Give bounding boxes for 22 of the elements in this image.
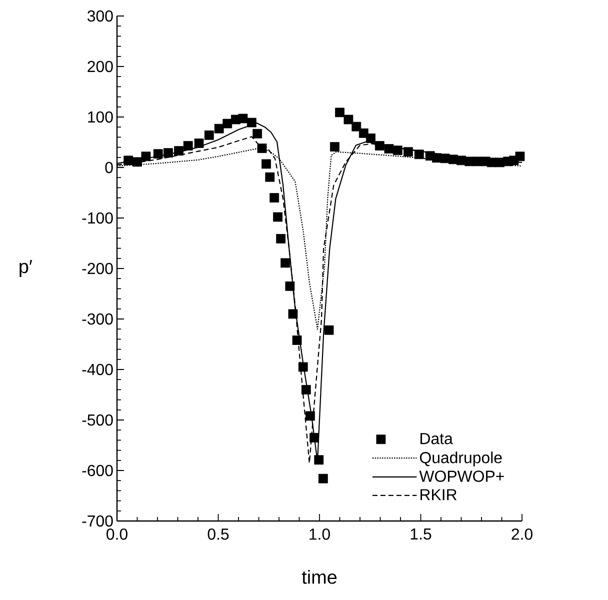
y-tick-label: -300	[82, 313, 113, 325]
y-tick-label: 0	[105, 162, 113, 174]
x-tick-label: 2.0	[512, 528, 532, 540]
y-tick-label: -600	[82, 464, 113, 476]
x-tick-label: 1.5	[410, 528, 432, 540]
y-tick-label: -200	[82, 262, 113, 274]
legend-label: Data	[420, 433, 453, 444]
y-tick-label: 200	[88, 60, 113, 72]
y-tick-label: -700	[82, 515, 113, 527]
y-axis-title: p′	[20, 260, 32, 277]
legend-label: Quadrupole	[420, 452, 502, 466]
y-tick-label: 100	[88, 111, 113, 123]
y-tick-label: -500	[82, 414, 113, 426]
y-tick-label: -400	[82, 364, 113, 376]
x-tick-label: 0.0	[106, 528, 128, 540]
y-tick-label: 300	[87, 10, 113, 22]
y-tick-label: -100	[82, 212, 113, 224]
x-tick-label: 1.0	[310, 528, 330, 540]
x-axis-title: time	[302, 570, 337, 584]
legend-label: RKIR	[420, 489, 457, 500]
x-tick-label: 0.5	[208, 528, 229, 540]
legend-label: WOPWOP+	[419, 470, 504, 482]
